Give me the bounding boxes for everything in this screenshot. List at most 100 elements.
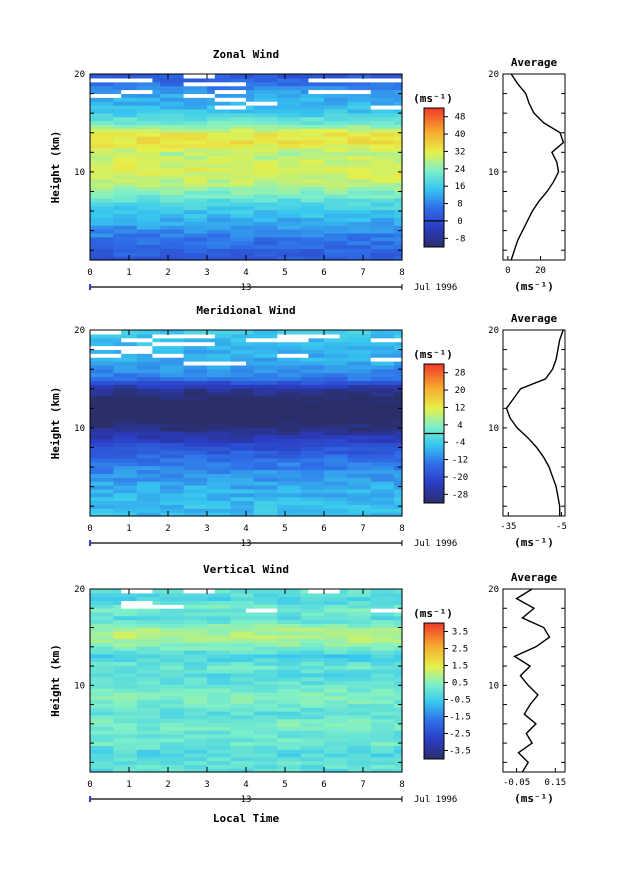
heatmap-cell bbox=[191, 209, 200, 215]
heatmap-cell bbox=[394, 361, 403, 366]
heatmap-cell bbox=[253, 752, 263, 758]
heatmap-cell bbox=[269, 213, 278, 218]
heatmap-cell bbox=[129, 376, 138, 381]
heatmap-cell bbox=[285, 492, 294, 498]
heatmap-cell bbox=[285, 155, 294, 160]
heatmap-cell bbox=[339, 496, 348, 502]
heatmap-cell bbox=[269, 136, 278, 141]
heatmap-cell bbox=[199, 112, 208, 118]
heatmap-cell bbox=[144, 434, 153, 440]
heatmap-cell bbox=[300, 512, 309, 517]
heatmap-cell bbox=[183, 714, 192, 720]
heatmap-cell bbox=[324, 508, 333, 513]
heatmap-cell bbox=[175, 434, 185, 440]
heatmap-cell bbox=[363, 730, 372, 735]
heatmap-cell bbox=[136, 454, 146, 459]
heatmap-cell bbox=[129, 465, 138, 471]
heatmap-cell bbox=[316, 252, 325, 257]
heatmap-cell bbox=[90, 120, 99, 125]
heatmap-cell bbox=[199, 194, 208, 199]
heatmap-cell bbox=[105, 438, 114, 443]
heatmap-cell bbox=[168, 764, 177, 769]
heatmap-cell bbox=[168, 407, 177, 412]
heatmap-cell bbox=[363, 388, 372, 393]
heatmap-cell bbox=[152, 139, 161, 145]
heatmap-cell bbox=[300, 341, 309, 347]
heatmap-cell bbox=[378, 198, 387, 203]
heatmap-cell bbox=[253, 337, 263, 343]
heatmap-cell bbox=[238, 178, 247, 184]
heatmap-cell bbox=[261, 469, 270, 474]
heatmap-cell bbox=[238, 217, 247, 222]
heatmap-cell bbox=[308, 376, 317, 381]
heatmap-cell bbox=[324, 496, 333, 502]
heatmap-cell bbox=[191, 430, 200, 436]
heatmap-cell bbox=[105, 132, 114, 137]
heatmap-cell bbox=[324, 85, 333, 91]
heatmap-cell bbox=[129, 504, 138, 509]
heatmap-cell bbox=[331, 419, 341, 424]
heatmap-cell bbox=[378, 147, 387, 153]
heatmap-cell bbox=[386, 752, 395, 758]
heatmap-cell bbox=[331, 730, 341, 735]
heatmap-cell bbox=[90, 380, 99, 385]
heatmap-cell bbox=[324, 756, 333, 762]
heatmap-cell bbox=[183, 465, 192, 471]
heatmap-cell bbox=[324, 232, 333, 238]
heatmap-cell bbox=[355, 508, 364, 513]
heatmap-cell bbox=[97, 364, 107, 370]
heatmap-cell bbox=[214, 178, 224, 184]
heatmap-cell bbox=[183, 707, 192, 712]
heatmap-cell bbox=[238, 703, 247, 708]
heatmap-cell bbox=[105, 760, 114, 765]
heatmap-cell bbox=[394, 376, 403, 381]
heatmap-cell bbox=[269, 760, 278, 765]
heatmap-cell bbox=[183, 201, 192, 207]
heatmap-cell bbox=[160, 481, 169, 486]
heatmap-cell bbox=[285, 116, 294, 122]
heatmap-cell bbox=[246, 128, 255, 133]
heatmap-cell bbox=[199, 116, 208, 122]
heatmap-cell bbox=[331, 457, 341, 463]
heatmap-cell bbox=[199, 388, 208, 393]
heatmap-cell bbox=[152, 178, 161, 184]
heatmap-cell bbox=[183, 496, 192, 502]
heatmap-cell bbox=[168, 388, 177, 393]
heatmap-cell bbox=[285, 419, 294, 424]
heatmap-cell bbox=[113, 737, 122, 743]
heatmap-cell bbox=[394, 403, 403, 409]
heatmap-cell bbox=[246, 167, 255, 172]
heatmap-cell bbox=[261, 384, 270, 389]
heatmap-cell bbox=[152, 504, 161, 509]
heatmap-cell bbox=[238, 457, 247, 463]
heatmap-cell bbox=[363, 236, 372, 242]
heatmap-cell bbox=[121, 357, 130, 362]
heatmap-cell bbox=[308, 201, 317, 207]
heatmap-cell bbox=[324, 244, 333, 249]
heatmap-cell bbox=[121, 714, 130, 720]
heatmap-cell bbox=[246, 330, 255, 335]
heatmap-cell bbox=[355, 450, 364, 455]
heatmap-cell bbox=[222, 504, 231, 509]
heatmap-cell bbox=[90, 85, 99, 91]
heatmap-cell bbox=[253, 174, 263, 180]
heatmap-cell bbox=[347, 730, 356, 735]
heatmap-cell bbox=[316, 167, 325, 172]
heatmap-cell bbox=[238, 730, 247, 735]
heatmap-cell bbox=[136, 357, 146, 362]
heatmap-cell bbox=[121, 691, 130, 697]
heatmap-cell bbox=[308, 124, 317, 129]
heatmap-cell bbox=[308, 190, 317, 195]
heatmap-cell bbox=[355, 688, 364, 693]
heatmap-cell bbox=[207, 357, 216, 362]
heatmap-cell bbox=[324, 741, 333, 746]
heatmap-cell bbox=[370, 752, 380, 758]
heatmap-cell bbox=[129, 508, 138, 513]
heatmap-cell bbox=[261, 198, 270, 203]
heatmap-cell bbox=[261, 105, 270, 110]
heatmap-cell bbox=[292, 198, 302, 203]
heatmap-cell bbox=[331, 330, 341, 335]
heatmap-cell bbox=[207, 711, 216, 716]
heatmap-cell bbox=[394, 384, 403, 389]
heatmap-cell bbox=[238, 120, 247, 125]
